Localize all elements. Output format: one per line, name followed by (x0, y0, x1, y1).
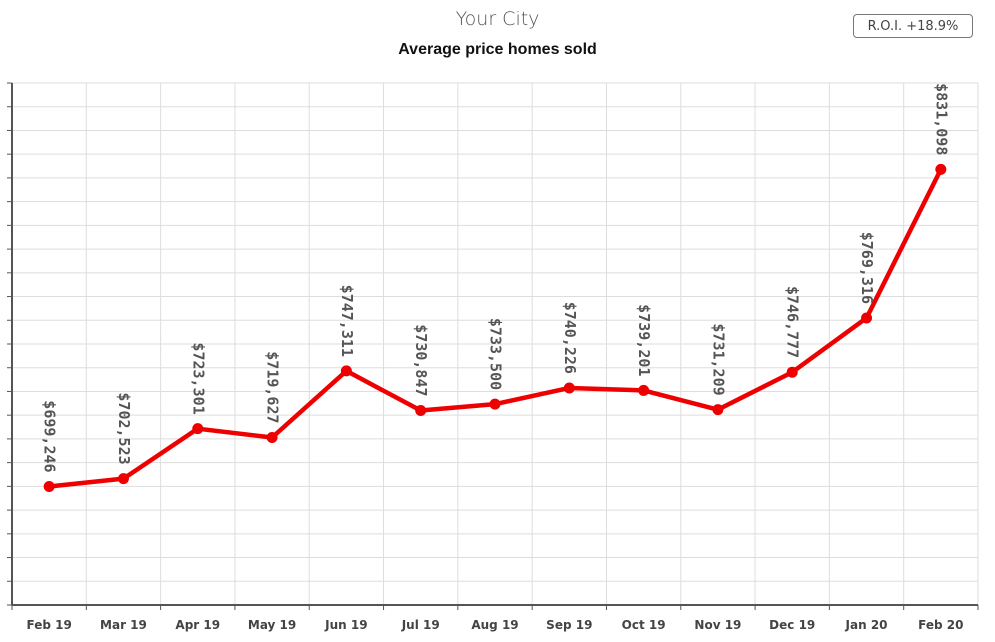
data-point (712, 404, 724, 416)
data-point (266, 432, 278, 444)
x-tick-label: Jun 19 (324, 618, 367, 632)
data-point (43, 481, 55, 493)
x-tick-label: Feb 20 (918, 618, 963, 632)
data-label: $731,209 (709, 323, 727, 395)
x-tick-label: Sep 19 (546, 618, 592, 632)
data-label: $733,500 (487, 318, 505, 390)
x-tick-label: Jan 20 (845, 618, 888, 632)
data-label: $739,201 (635, 304, 653, 376)
x-tick-label: Jul 19 (401, 618, 440, 632)
data-point (861, 312, 873, 324)
data-point (117, 473, 129, 485)
x-tick-label: Feb 19 (26, 618, 71, 632)
x-tick-label: Apr 19 (175, 618, 220, 632)
series (43, 163, 947, 493)
data-point (935, 163, 947, 175)
x-tick-labels: Feb 19 Mar 19 Apr 19 May 19 Jun 19 Jul 19 Aug … (26, 618, 963, 632)
data-label: $730,847 (412, 324, 430, 396)
axes (7, 82, 979, 610)
data-label: $702,523 (115, 392, 133, 464)
x-tick-label: Dec 19 (769, 618, 815, 632)
data-point (638, 384, 650, 396)
x-tick-label: May 19 (248, 618, 296, 632)
data-label: $740,226 (561, 302, 579, 374)
data-label: $747,311 (338, 285, 356, 357)
data-point (192, 423, 204, 435)
data-point (786, 366, 798, 378)
data-label: $699,246 (41, 400, 59, 472)
data-point (415, 405, 427, 417)
chart-title: Your City (455, 8, 540, 30)
data-point (340, 365, 352, 377)
data-label: $746,777 (784, 286, 802, 358)
grid (12, 82, 979, 606)
data-point (489, 398, 501, 410)
x-tick-label: Mar 19 (100, 618, 147, 632)
chart-subtitle: Average price homes sold (398, 41, 597, 58)
x-tick-label: Nov 19 (694, 618, 741, 632)
data-label: $831,098 (932, 83, 950, 155)
data-label: $723,301 (189, 342, 207, 414)
x-tick-label: Oct 19 (622, 618, 666, 632)
data-label: $769,316 (858, 232, 876, 304)
data-labels: $699,246 $702,523 $723,301 $719,627 $747,311… (41, 83, 951, 472)
data-point (563, 382, 575, 394)
x-tick-label: Aug 19 (471, 618, 518, 632)
data-label: $719,627 (264, 351, 282, 423)
roi-badge[interactable]: R.O.I. +18.9% (853, 14, 973, 38)
